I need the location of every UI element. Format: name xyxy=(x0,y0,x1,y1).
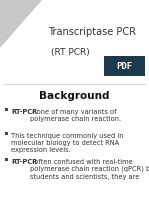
Text: - one of many variants of
polymerase chain reaction.: - one of many variants of polymerase cha… xyxy=(30,109,121,122)
Text: RT-PCR: RT-PCR xyxy=(11,159,37,165)
Text: (RT PCR): (RT PCR) xyxy=(51,48,89,56)
Text: This technique commonly used in
molecular biology to detect RNA
expression level: This technique commonly used in molecula… xyxy=(11,133,124,153)
Text: often confused with real-time
polymerase chain reaction (qPCR) by
students and s: often confused with real-time polymerase… xyxy=(30,159,149,180)
Text: Transcriptase PCR: Transcriptase PCR xyxy=(48,27,136,37)
Bar xyxy=(104,56,145,76)
Polygon shape xyxy=(0,0,42,48)
Bar xyxy=(5,158,8,161)
Bar xyxy=(5,108,8,111)
Text: Background: Background xyxy=(39,91,109,101)
Bar xyxy=(5,132,8,135)
Text: PDF: PDF xyxy=(116,62,133,71)
Text: RT-PCR: RT-PCR xyxy=(11,109,37,115)
